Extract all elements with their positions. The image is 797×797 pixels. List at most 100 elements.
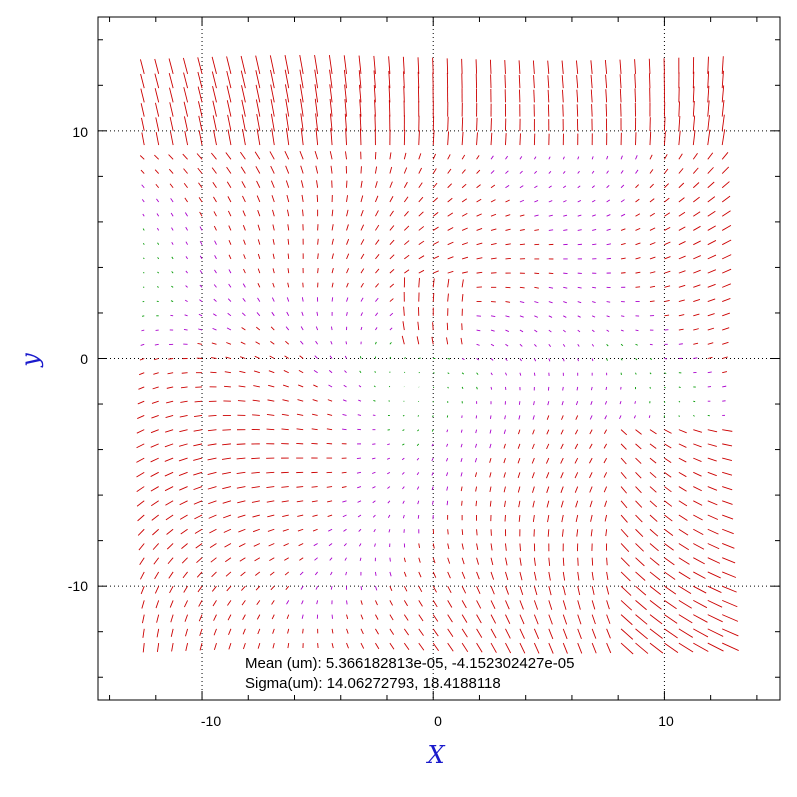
y-tick-label-10: 10 bbox=[72, 124, 88, 140]
field-vector bbox=[344, 84, 347, 103]
field-vector bbox=[432, 182, 438, 189]
field-vector bbox=[635, 429, 642, 435]
field-vector bbox=[389, 312, 394, 317]
field-vector bbox=[707, 210, 716, 217]
field-vector bbox=[331, 224, 334, 231]
field-vector bbox=[389, 254, 395, 260]
field-vector bbox=[416, 486, 420, 490]
field-vector bbox=[257, 283, 261, 288]
field-vector bbox=[388, 70, 391, 89]
field-vector bbox=[143, 272, 145, 274]
field-vector bbox=[402, 321, 405, 331]
field-vector bbox=[693, 400, 696, 403]
field-vector bbox=[693, 599, 708, 609]
field-vector bbox=[476, 155, 480, 160]
field-vector bbox=[373, 55, 376, 74]
field-vector bbox=[591, 614, 596, 625]
field-vector bbox=[300, 180, 304, 188]
field-vector bbox=[255, 55, 261, 75]
field-vector bbox=[329, 98, 333, 117]
field-vector bbox=[692, 167, 699, 174]
field-vector bbox=[490, 386, 493, 390]
field-vector bbox=[519, 358, 522, 362]
field-vector bbox=[140, 73, 145, 89]
field-vector bbox=[214, 269, 217, 274]
field-vector bbox=[649, 227, 656, 231]
field-vector bbox=[373, 85, 376, 103]
field-vector bbox=[707, 342, 714, 345]
field-vector bbox=[519, 156, 523, 160]
field-vector bbox=[237, 500, 246, 504]
field-vector bbox=[375, 600, 378, 606]
field-vector bbox=[678, 226, 686, 231]
field-vector bbox=[548, 586, 552, 596]
field-vector bbox=[476, 614, 482, 624]
field-vector bbox=[590, 74, 593, 89]
field-vector bbox=[575, 500, 579, 508]
field-vector bbox=[341, 486, 347, 488]
field-vector bbox=[386, 471, 391, 475]
field-vector bbox=[185, 270, 188, 274]
field-vector bbox=[533, 614, 539, 625]
field-vector bbox=[432, 57, 434, 74]
field-vector bbox=[620, 343, 624, 347]
field-vector bbox=[346, 642, 349, 649]
field-vector bbox=[418, 130, 420, 146]
field-vector bbox=[432, 543, 435, 549]
field-vector bbox=[315, 340, 319, 345]
field-vector bbox=[575, 60, 579, 74]
field-vector bbox=[418, 585, 423, 593]
field-vector bbox=[315, 128, 319, 146]
field-vector bbox=[164, 471, 174, 477]
field-vector bbox=[136, 457, 145, 463]
field-vector bbox=[603, 429, 608, 434]
field-vector bbox=[693, 328, 699, 331]
field-vector bbox=[360, 239, 365, 245]
field-vector bbox=[693, 543, 705, 550]
field-vector bbox=[432, 212, 439, 217]
field-vector bbox=[157, 242, 160, 245]
field-vector bbox=[574, 429, 579, 435]
field-vector bbox=[707, 196, 716, 203]
field-vector bbox=[251, 500, 260, 503]
field-vector bbox=[271, 311, 275, 317]
field-vector bbox=[257, 642, 261, 649]
field-vector bbox=[635, 571, 646, 581]
field-vector bbox=[692, 100, 695, 117]
field-vector bbox=[224, 543, 232, 548]
field-vector bbox=[254, 557, 261, 562]
field-vector bbox=[649, 528, 659, 537]
field-vector bbox=[299, 557, 304, 561]
field-vector bbox=[589, 443, 593, 449]
field-vector bbox=[707, 356, 713, 359]
field-vector bbox=[722, 283, 731, 288]
field-vector bbox=[360, 614, 364, 620]
field-vector bbox=[591, 600, 596, 610]
field-vector bbox=[519, 229, 525, 231]
field-vector bbox=[533, 557, 536, 566]
field-vector bbox=[692, 86, 695, 103]
field-vector bbox=[574, 486, 579, 493]
field-vector bbox=[358, 528, 362, 532]
field-vector bbox=[577, 628, 582, 639]
field-vector bbox=[418, 628, 424, 636]
field-vector bbox=[316, 311, 319, 316]
field-vector bbox=[605, 529, 608, 537]
field-vector bbox=[606, 343, 609, 347]
field-vector bbox=[269, 557, 275, 562]
field-vector bbox=[183, 328, 188, 331]
field-vector bbox=[139, 59, 145, 75]
field-vector bbox=[185, 226, 188, 231]
field-vector bbox=[416, 443, 420, 446]
field-vector bbox=[591, 315, 596, 318]
field-vector bbox=[285, 340, 290, 345]
field-vector bbox=[314, 98, 319, 117]
field-vector bbox=[693, 471, 702, 477]
field-vector bbox=[179, 500, 188, 506]
field-vector bbox=[562, 600, 567, 610]
field-vector bbox=[476, 358, 480, 361]
field-vector bbox=[312, 514, 318, 517]
field-vector bbox=[257, 224, 261, 231]
field-vector bbox=[519, 329, 524, 333]
field-vector bbox=[722, 371, 728, 374]
